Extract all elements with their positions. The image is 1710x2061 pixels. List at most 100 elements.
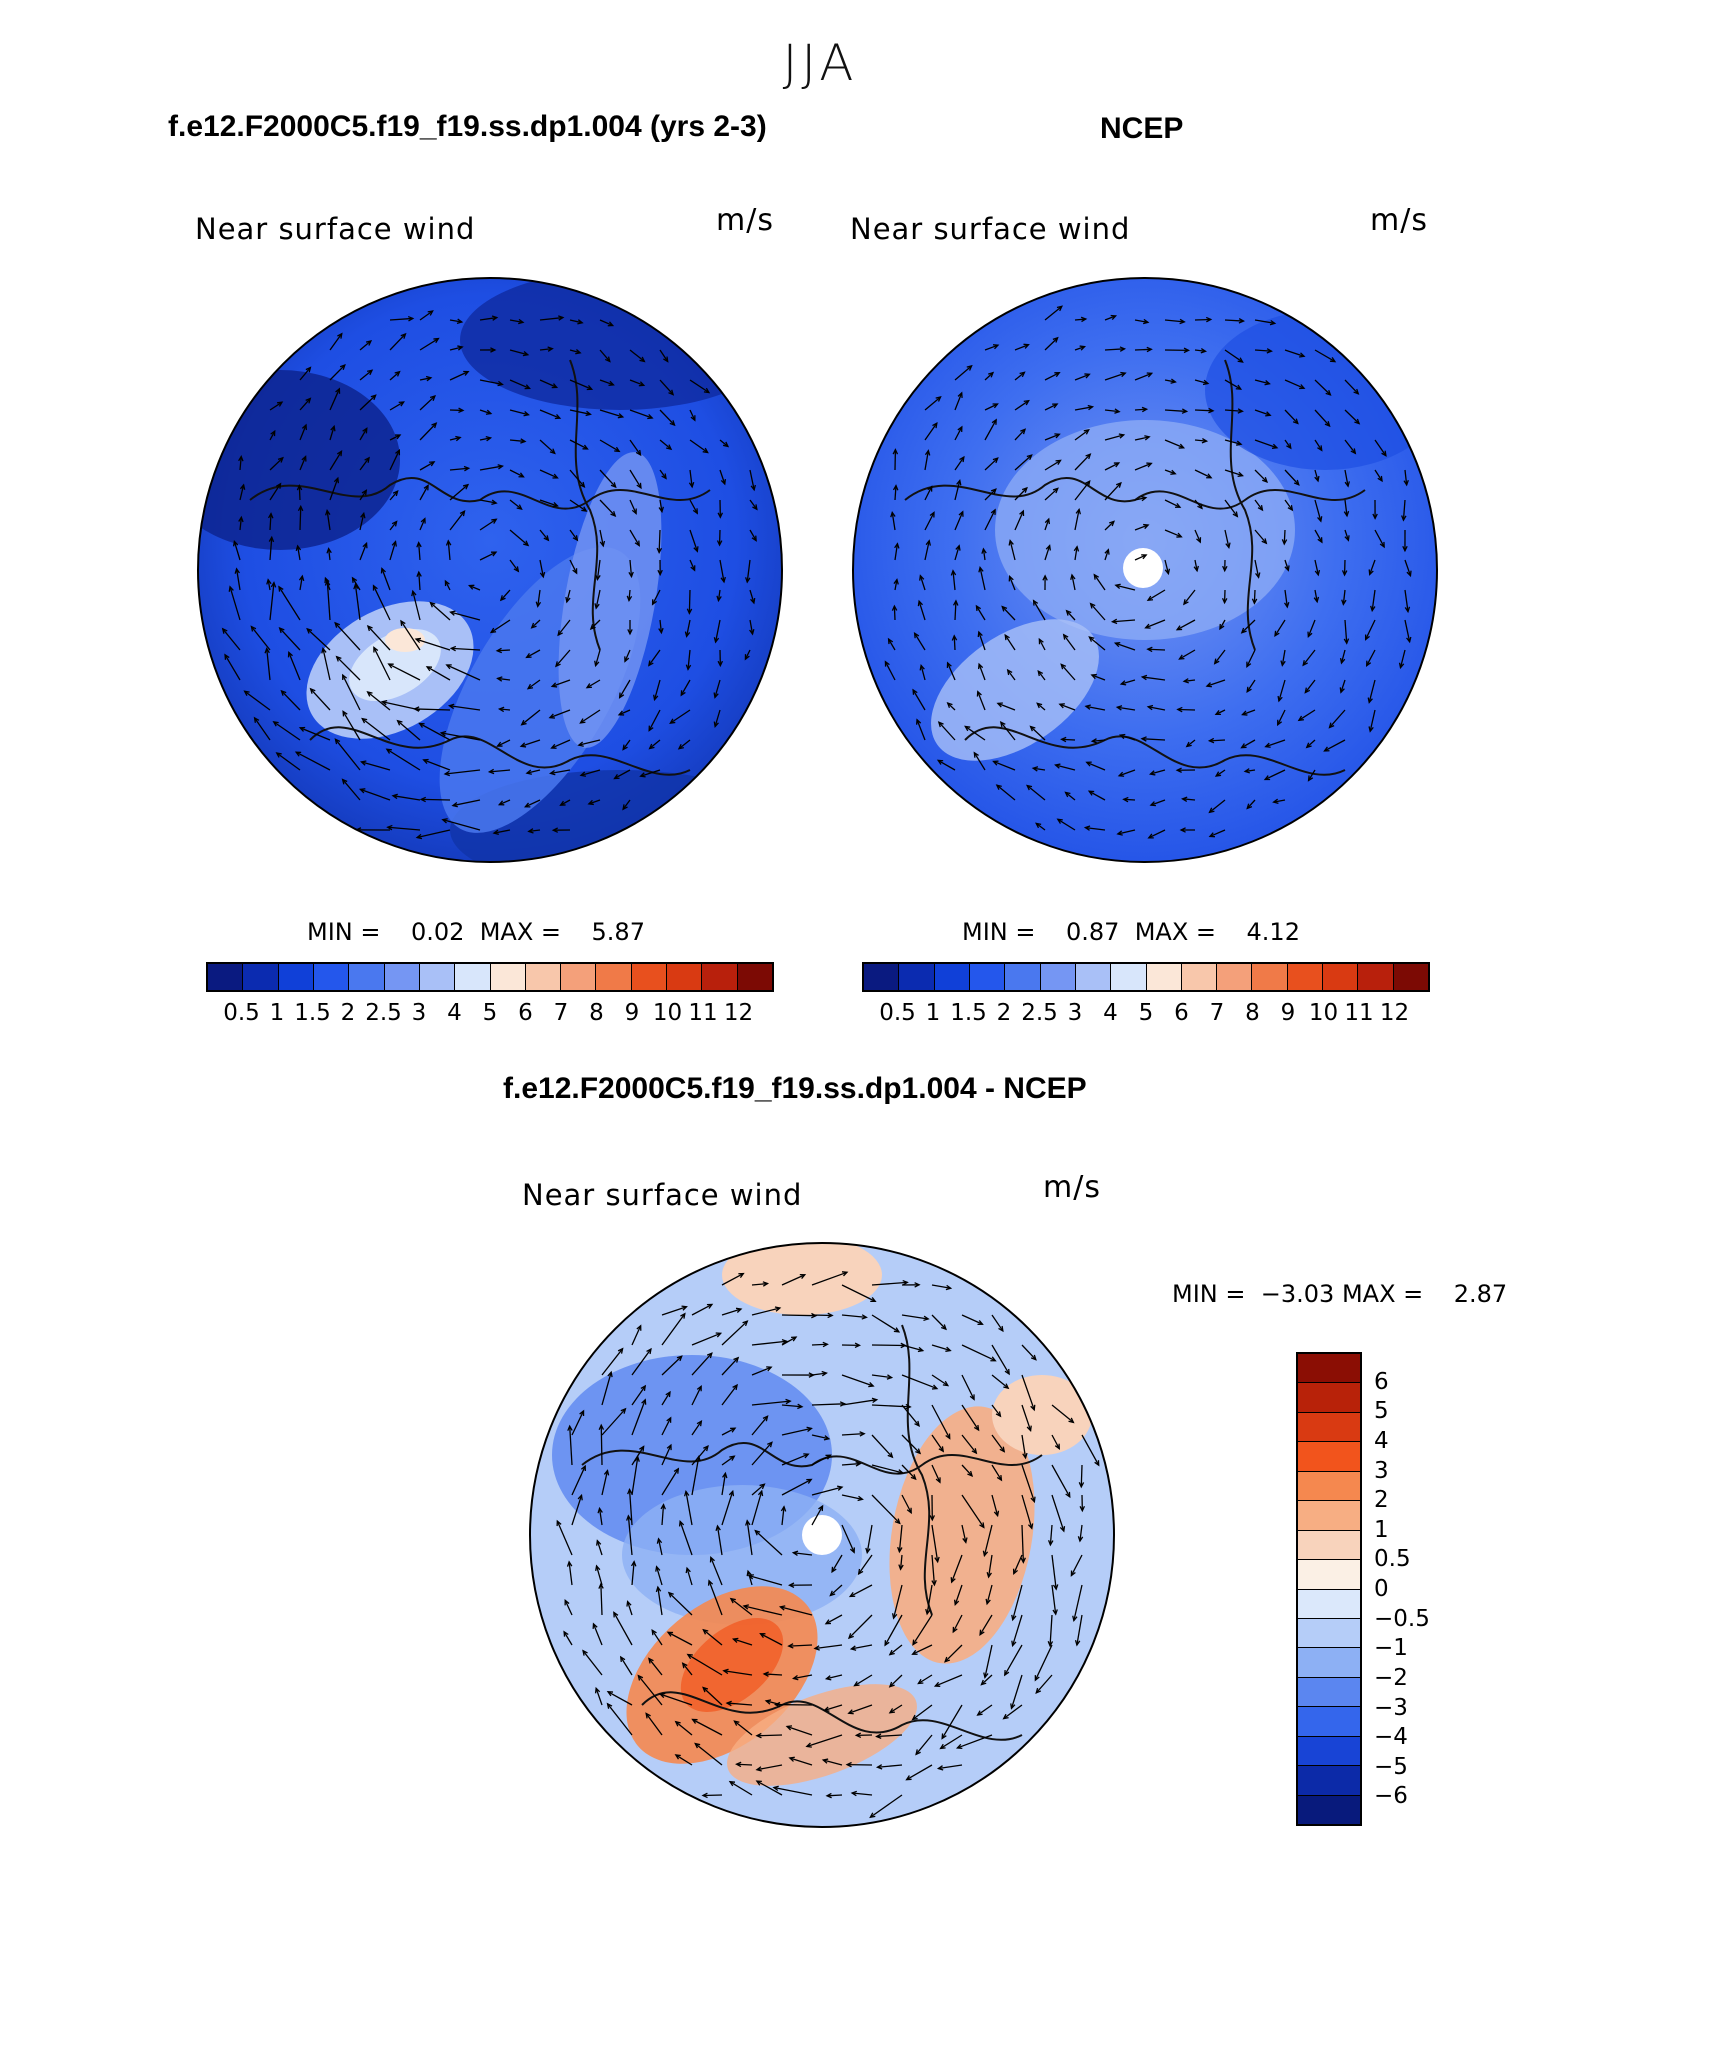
- wind-vector: [1374, 439, 1387, 457]
- wind-vector: [651, 1629, 663, 1646]
- wind-vector: [980, 1674, 993, 1686]
- wind-vector: [648, 709, 661, 731]
- wind-vector-head: [744, 654, 750, 661]
- wind-vector-head: [595, 574, 601, 582]
- wind-vector: [1021, 1524, 1025, 1563]
- wind-vector-head: [923, 1315, 930, 1322]
- wind-vector-head: [791, 1336, 798, 1342]
- wind-vector: [276, 752, 301, 771]
- wind-vector-head: [1072, 1615, 1078, 1623]
- wind-vector: [719, 439, 729, 447]
- wind-vector: [858, 1554, 873, 1575]
- wind-vector: [299, 424, 307, 441]
- wind-vector: [892, 1584, 903, 1619]
- wind-vector-head: [893, 578, 899, 585]
- wind-vector-head: [522, 350, 530, 357]
- wind-vector: [749, 469, 755, 490]
- wind-vector: [224, 654, 241, 681]
- colorbar-tick-label: 0.5: [223, 1000, 260, 1026]
- wind-vector-head: [772, 1785, 779, 1792]
- wind-vector: [1209, 799, 1226, 813]
- wind-vector-head: [656, 547, 663, 555]
- colorbar-tick-label: −4: [1374, 1724, 1408, 1751]
- wind-vector-head: [1341, 599, 1347, 606]
- wind-vector-head: [946, 661, 952, 668]
- wind-vector-head: [735, 1761, 742, 1768]
- wind-vector-head: [1251, 598, 1258, 605]
- wind-vector-head: [787, 1643, 794, 1649]
- wind-vector: [582, 1650, 603, 1676]
- wind-vector-head: [577, 319, 584, 325]
- wind-vector-head: [1011, 1614, 1017, 1622]
- wind-vector: [1402, 499, 1406, 521]
- colorbar-swatch: [596, 964, 632, 990]
- wind-vector: [912, 1644, 933, 1655]
- wind-vector: [751, 1415, 769, 1436]
- wind-vector: [733, 1638, 753, 1646]
- wind-vector: [1061, 738, 1076, 741]
- wind-vector: [1033, 600, 1046, 621]
- wind-vector-head: [751, 535, 757, 542]
- wind-vector: [419, 518, 426, 531]
- wind-vector-head: [429, 461, 436, 467]
- wind-vector-head: [839, 1401, 847, 1407]
- wind-vector-head: [938, 1446, 945, 1453]
- wind-vector: [1307, 619, 1316, 637]
- wind-vector: [1314, 439, 1323, 451]
- wind-vector-head: [1058, 703, 1065, 709]
- diff-max-value: 2.87: [1453, 1280, 1508, 1308]
- wind-vector-head: [415, 833, 423, 840]
- wind-vector-head: [549, 448, 556, 455]
- model-low-wind-region: [460, 278, 780, 410]
- wind-vector: [901, 1374, 938, 1390]
- wind-vector: [1055, 764, 1076, 771]
- wind-vector: [1284, 439, 1292, 449]
- wind-vector: [1164, 559, 1170, 574]
- wind-vector: [500, 589, 511, 601]
- wind-vector-head: [749, 629, 755, 636]
- wind-vector: [1194, 349, 1206, 352]
- wind-vector-head: [1114, 408, 1121, 414]
- wind-vector: [1071, 574, 1076, 591]
- wind-vector: [528, 829, 541, 833]
- wind-vector: [1179, 649, 1196, 660]
- wind-vector: [497, 739, 511, 747]
- wind-vector: [250, 626, 271, 651]
- obs-colorbar-ticks: 0.5 1 1.5 2 2.5 3 4 5 6 7 8 9 10 11 12: [862, 1000, 1430, 1030]
- wind-vector-head: [666, 1631, 674, 1637]
- wind-vector-head: [875, 1733, 882, 1740]
- wind-vector: [342, 779, 361, 801]
- wind-vector: [891, 512, 896, 531]
- wind-vector-head: [622, 744, 628, 751]
- wind-vector: [329, 450, 343, 471]
- wind-vector-head: [755, 1780, 762, 1786]
- wind-vector-head: [380, 699, 388, 706]
- wind-vector-head: [618, 692, 625, 699]
- wind-vector-head: [386, 824, 393, 831]
- wind-vector: [367, 691, 391, 711]
- wind-vector: [751, 1441, 773, 1466]
- wind-vector: [1284, 409, 1299, 424]
- wind-vector-head: [658, 1692, 666, 1699]
- wind-vector-head: [1343, 510, 1350, 518]
- wind-vector: [1183, 589, 1196, 605]
- wind-vector-head: [392, 490, 399, 497]
- wind-vector-head: [673, 1467, 680, 1474]
- wind-vector: [756, 1780, 783, 1796]
- colorbar-swatch: [1298, 1412, 1360, 1443]
- wind-vector: [726, 1702, 753, 1706]
- wind-vector: [1308, 769, 1316, 781]
- wind-vector: [912, 1704, 933, 1720]
- wind-vector: [1104, 372, 1126, 381]
- wind-vector: [721, 1308, 742, 1316]
- wind-vector-head: [1140, 495, 1148, 502]
- wind-vector: [361, 718, 391, 741]
- wind-vector-head: [640, 1384, 647, 1392]
- wind-vector: [692, 1718, 723, 1736]
- wind-vector: [1344, 619, 1348, 644]
- wind-vector: [509, 469, 524, 478]
- wind-vector: [687, 1653, 723, 1676]
- wind-vector: [569, 559, 578, 574]
- wind-vector-head: [992, 344, 1000, 350]
- wind-vector-head: [1052, 1609, 1058, 1616]
